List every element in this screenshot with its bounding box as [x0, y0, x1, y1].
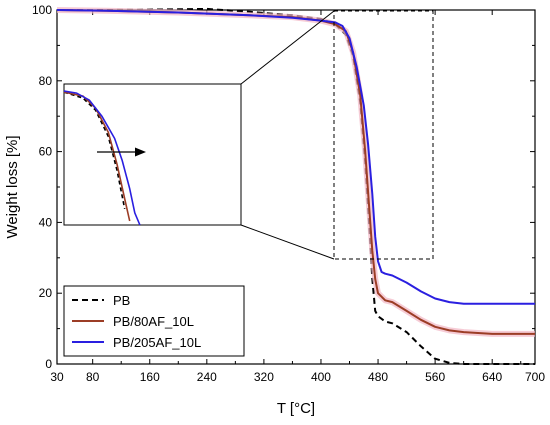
inset-shift-arrow-head: [135, 147, 146, 157]
series-layer: [56, 7, 535, 365]
x-tick-label: 320: [254, 370, 274, 384]
zoom-region-box: [333, 10, 434, 260]
legend-label-pb-80af: PB/80AF_10L: [113, 314, 194, 329]
inset-connector-bottom: [240, 224, 335, 260]
x-tick-label: 30: [50, 370, 64, 384]
y-tick-label: 0: [45, 357, 52, 371]
x-axis-ticks: 30 80 160 240 320 400 480 560 640 700: [50, 10, 545, 384]
inset-connector-top: [240, 10, 335, 85]
x-tick-label: 640: [482, 370, 502, 384]
y-tick-label: 100: [32, 3, 52, 17]
y-axis-ticks: 0 20 40 60 80 100: [32, 3, 535, 371]
legend: PB PB/80AF_10L PB/205AF_10L: [63, 285, 245, 357]
x-tick-label: 700: [525, 370, 545, 384]
y-tick-label: 80: [39, 74, 53, 88]
x-tick-label: 160: [140, 370, 160, 384]
inset-line-pb: [63, 91, 126, 210]
y-axis-label: Weight loss [%]: [4, 135, 21, 238]
x-tick-label: 400: [311, 370, 331, 384]
x-axis-label: T [°C]: [277, 400, 315, 417]
series-line-pb-205af-10l: [56, 9, 535, 305]
inset-line-pb-205af-10l: [63, 90, 141, 226]
legend-label-pb: PB: [113, 293, 130, 308]
y-tick-label: 20: [39, 286, 53, 300]
x-tick-label: 560: [425, 370, 445, 384]
y-tick-label: 60: [39, 145, 53, 159]
legend-label-pb-205af: PB/205AF_10L: [113, 335, 201, 350]
inset-series-layer: [63, 90, 141, 226]
x-tick-label: 80: [86, 370, 100, 384]
inset-panel: [63, 83, 242, 226]
x-tick-label: 480: [368, 370, 388, 384]
x-tick-label: 240: [197, 370, 217, 384]
y-tick-label: 40: [39, 215, 53, 229]
